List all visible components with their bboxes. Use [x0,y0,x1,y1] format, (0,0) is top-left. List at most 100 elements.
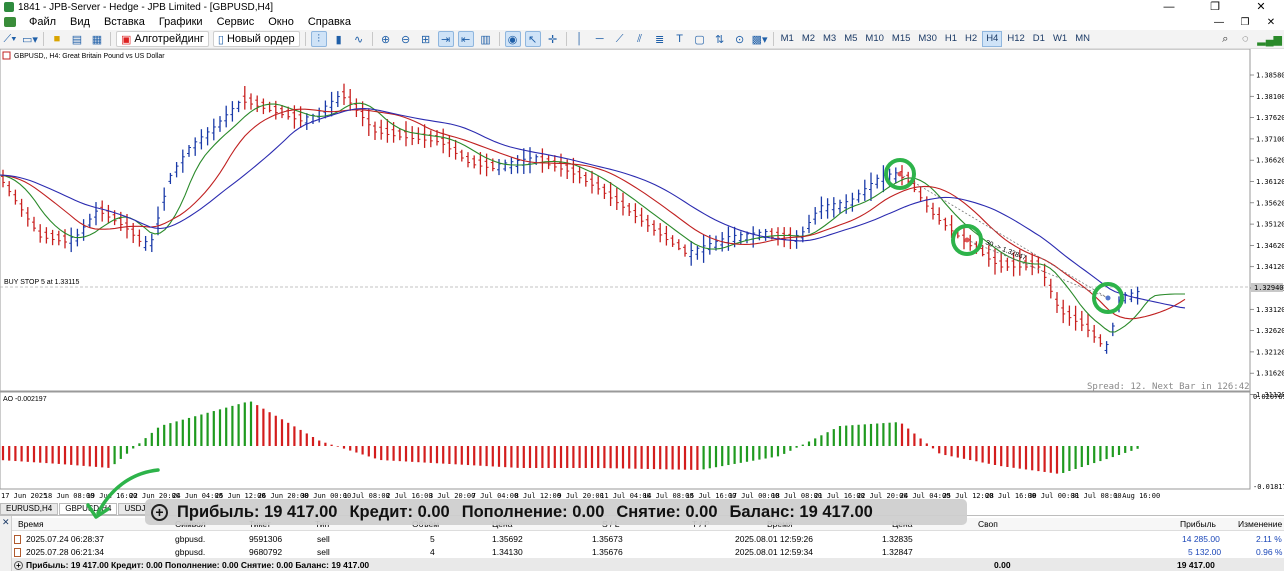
search-icon[interactable]: ⌕ [1222,32,1229,45]
channel-icon[interactable]: ⫽ [637,32,643,45]
timeframe-d1[interactable]: D1 [1032,33,1045,44]
time-axis-label: 11 Jul 04:00 [600,492,651,500]
menu-file[interactable]: Файл [29,16,57,28]
new-order-button[interactable]: ▯ Новый ордер [212,31,300,47]
time-axis-label: 17 Jun 2025 [1,492,47,500]
timeframe-mn[interactable]: MN [1075,33,1090,44]
chart-area[interactable]: GBPUSD,, H4: Great Britain Pound vs US D… [0,49,1284,503]
toolbar-separator [371,32,373,46]
indicators-icon[interactable]: ▥ [480,33,491,46]
line-icon[interactable]: ∿ [354,33,364,46]
chart-shift-icon[interactable]: ⇤ [457,31,474,47]
fibonacci-icon[interactable]: ≣ [655,33,665,46]
total-profit: 19 417.00 [1177,559,1215,570]
price-scale[interactable]: 1.38580 1.38100 1.37620 1.37100 1.36620 1.361… [1250,72,1284,400]
timeframe-w1[interactable]: W1 [1052,33,1068,44]
child-minimize-button[interactable]: — [1214,16,1224,28]
price-tick-label: 1.33120 [1256,306,1284,314]
cursor-icon[interactable]: ↖ [524,31,541,47]
timeframe-m2[interactable]: M2 [801,33,816,44]
timeframe-m30[interactable]: M30 [918,33,937,44]
header-profit[interactable]: Прибыль [1180,519,1216,529]
menu-view[interactable]: Вид [70,16,90,28]
ao-label: AO -0.002197 [3,396,47,403]
folder-icon[interactable]: ■ [53,33,61,45]
chart-template-icon[interactable]: ▭▾ [22,33,38,46]
timeframe-h12[interactable]: H12 [1007,33,1025,44]
horizontal-line-icon[interactable]: ─ [595,33,604,45]
timeframe-m1[interactable]: M1 [780,33,794,44]
toolbar-separator [565,32,567,46]
trendline-icon[interactable]: ⟋ [615,32,624,45]
toolbar-separator [43,32,44,46]
child-restore-button[interactable]: ❐ [1240,16,1250,28]
banner-balance: Баланс: 19 417.00 [729,502,873,521]
line-chart-icon[interactable]: ⟋▾ [3,32,17,45]
timeframe-m15[interactable]: M15 [891,33,911,44]
signal-strength-icon[interactable]: ▂▄▆ [1257,33,1282,46]
algo-trading-label: Алготрейдинг [134,33,204,45]
toolbar-separator [110,32,111,46]
total-summary: Прибыль: 19 417.00 Кредит: 0.00 Пополнен… [26,559,370,570]
cell-sl: 1.35673 [592,533,623,544]
timeframe-h2[interactable]: H2 [965,33,978,44]
menu-insert[interactable]: Вставка [103,16,145,28]
close-button[interactable]: ✕ [1256,1,1266,13]
timeframe-m5[interactable]: M5 [844,33,858,44]
header-time[interactable]: Время [18,519,44,529]
auto-scroll-icon[interactable]: ⇥ [437,31,454,47]
grid-icon[interactable]: ⊞ [421,33,431,46]
cell-close-time: 2025.08.01 12:59:26 [735,533,813,544]
price-tick-label: 1.37620 [1256,114,1284,122]
candlestick-icon[interactable]: ▮ [335,33,342,46]
bar-chart-icon[interactable]: ⫶ [310,31,327,47]
vertical-line-icon[interactable]: │ [576,33,584,45]
window-titlebar: 1841 - JPB-Server - Hedge - JPB Limited … [0,0,1284,14]
price-chart[interactable]: GBPUSD,, H4: Great Britain Pound vs US D… [0,49,1284,503]
screenshot-icon[interactable]: ◉ [504,31,521,47]
menu-help[interactable]: Справка [307,16,351,28]
timeframe-m3[interactable]: M3 [823,33,837,44]
arrow-curve [96,468,160,515]
child-close-button[interactable]: ✕ [1266,16,1276,28]
chart-window-icon[interactable] [4,17,16,27]
chart-symbol-icon [2,51,11,60]
chat-icon[interactable]: ◌ [1242,33,1249,45]
arrows-icon[interactable]: ⇅ [715,33,725,46]
more-tools-icon[interactable]: ▩▾ [751,33,768,46]
table-row[interactable]: 2025.07.28 06:21:34 gbpusd. 9680792 sell… [12,545,1284,558]
time-axis-label: 24 Jul 04:00 [900,492,951,500]
zoom-out-icon[interactable]: ⊖ [401,33,411,46]
rectangle-icon[interactable]: ▢ [694,33,705,46]
profiles-icon[interactable]: ▤ [71,33,83,46]
menu-window[interactable]: Окно [268,16,294,28]
menu-tools[interactable]: Сервис [216,16,255,28]
cell-price: 1.35692 [492,533,523,544]
total-swap: 0.00 [994,559,1011,570]
table-row[interactable]: 2025.07.24 06:28:37 gbpusd. 9591306 sell… [12,532,1284,545]
crosshair-icon[interactable]: ✛ [548,33,558,46]
tab-eurusd[interactable]: EURUSD,H4 [0,503,59,515]
close-icon[interactable]: ✕ [2,517,10,527]
algo-trading-button[interactable]: ▣ Алготрейдинг [116,31,209,47]
timeframe-h4[interactable]: H4 [982,31,1003,47]
highlight-circle-entry-2 [951,224,983,256]
menu-charts[interactable]: Графики [158,16,203,28]
header-change[interactable]: Изменение [1238,519,1283,529]
child-window-controls: — ❐ ✕ [1206,17,1284,28]
text-icon[interactable]: T [676,33,683,45]
minimize-button[interactable]: — [1163,1,1175,13]
price-tick-label: 1.35620 [1256,199,1284,207]
maximize-button[interactable]: ❐ [1210,1,1220,13]
header-swap[interactable]: Своп [978,519,998,529]
price-tick-label: 1.38580 [1256,72,1284,80]
timeframe-m10[interactable]: M10 [865,33,884,44]
market-watch-icon[interactable]: ▦ [91,33,103,46]
shapes-icon[interactable]: ⊙ [735,33,745,46]
price-tick-label: 1.34620 [1256,242,1284,250]
time-axis-label: 3 Jul 20:00 [429,492,475,500]
price-tick-label: 1.31120 [1256,391,1284,399]
timeframe-h1[interactable]: H1 [944,33,958,44]
price-tick-label: 1.32120 [1256,348,1284,356]
zoom-in-icon[interactable]: ⊕ [381,33,391,46]
